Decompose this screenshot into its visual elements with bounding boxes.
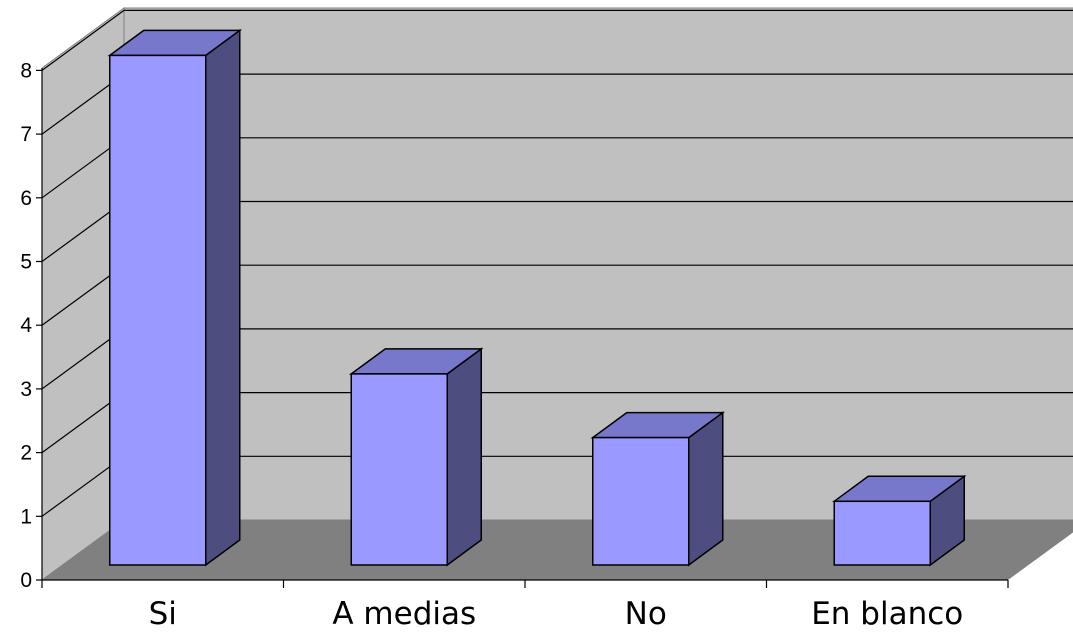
bar-front <box>350 373 448 566</box>
x-tick-label: En blanco <box>811 596 963 632</box>
x-axis-ticks: Si A medias No En blanco <box>149 596 964 632</box>
y-tick-label: 6 <box>20 187 32 210</box>
bar-front <box>109 54 207 566</box>
bar <box>348 347 484 567</box>
bar-front <box>833 500 931 566</box>
x-tick-label: A medias <box>332 596 476 632</box>
y-tick-label: 3 <box>20 378 32 401</box>
y-tick-label: 1 <box>20 505 32 528</box>
axes <box>36 68 1009 588</box>
bar-side <box>688 411 724 567</box>
floor <box>42 520 1073 580</box>
y-axis-ticks: 0 1 2 3 4 5 6 7 8 <box>20 59 32 592</box>
bar-series <box>107 28 967 567</box>
y-tick-label: 2 <box>20 442 32 465</box>
bar <box>107 28 243 567</box>
y-tick-label: 0 <box>20 569 32 592</box>
bar <box>590 411 726 567</box>
bar-side <box>205 28 241 567</box>
y-tick-label: 5 <box>20 251 32 274</box>
gridline <box>41 9 125 71</box>
y-tick-label: 7 <box>20 123 32 146</box>
y-tick-label: 8 <box>20 59 32 82</box>
x-tick-label: Si <box>149 596 177 632</box>
bar-front <box>592 436 690 566</box>
x-tick-label: No <box>625 596 667 632</box>
bar <box>831 474 967 567</box>
y-tick-label: 4 <box>20 314 32 337</box>
bar-side <box>446 347 482 567</box>
